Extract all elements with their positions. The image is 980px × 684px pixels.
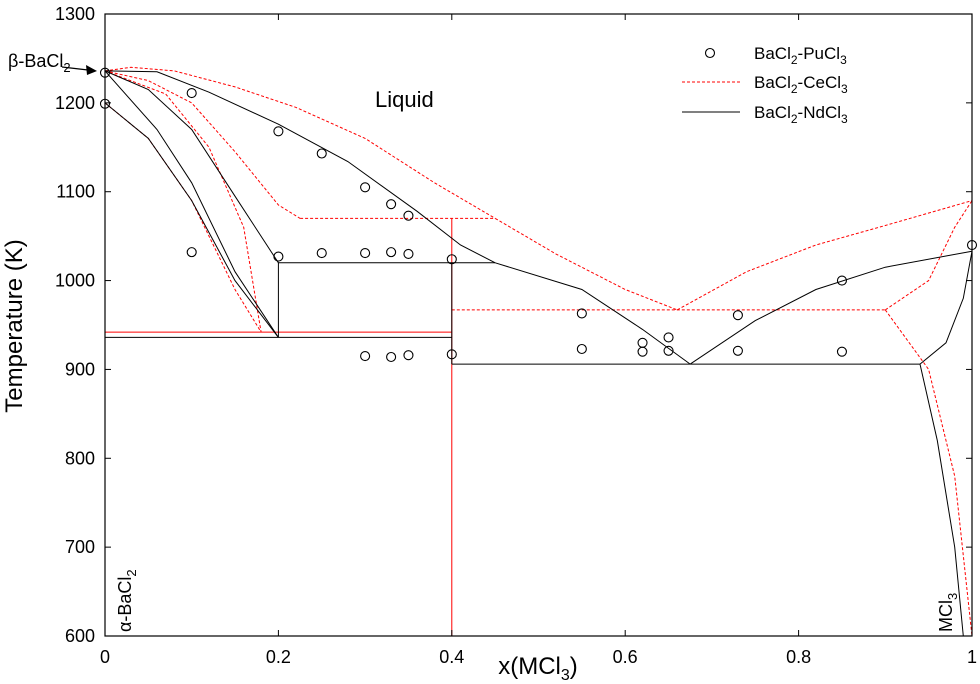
data-point-pu bbox=[360, 351, 371, 362]
y-tick-label: 1000 bbox=[55, 271, 95, 291]
phase-line-ce-dashed bbox=[494, 217, 678, 311]
data-point-pu bbox=[403, 350, 414, 361]
liquid-region-label: Liquid bbox=[375, 87, 434, 112]
data-point-pu bbox=[403, 248, 414, 259]
data-point-pu bbox=[732, 345, 743, 356]
phase-line-ce-dashed bbox=[104, 102, 262, 333]
data-point-pu bbox=[273, 251, 284, 262]
y-tick-label: 700 bbox=[65, 537, 95, 557]
data-point-pu bbox=[386, 247, 397, 258]
phase-line-nd-solid bbox=[104, 102, 279, 338]
data-point-pu bbox=[637, 337, 648, 348]
data-point-pu bbox=[576, 343, 587, 355]
data-point-pu bbox=[386, 351, 397, 363]
phase-line-ce-dashed bbox=[884, 309, 973, 637]
phase-line-ce-dashed bbox=[104, 70, 301, 219]
beta-bacl2-label: β-BaCl2 bbox=[8, 51, 71, 75]
data-point-pu bbox=[186, 247, 197, 258]
axis-ticks: 0 0.2 0.4 0.6 0.8 1 600 700 800 900 1000 1100 1200 13… bbox=[55, 4, 977, 667]
data-point-pu bbox=[836, 275, 848, 286]
phase-line-nd-solid bbox=[104, 70, 279, 338]
data-point-pu bbox=[576, 308, 587, 319]
y-tick-label: 1200 bbox=[55, 93, 95, 113]
y-tick-label: 1100 bbox=[56, 182, 95, 202]
x-axis-title: x(MCl3) bbox=[498, 653, 578, 684]
legend: BaCl2-PuCl3 BaCl2-CeCl3 BaCl2-NdCl3 bbox=[682, 44, 848, 126]
legend-marker-pucl3 bbox=[704, 47, 716, 59]
data-point-pu bbox=[446, 254, 457, 265]
x-tick-label: 0.8 bbox=[786, 647, 811, 667]
legend-label-pucl3: BaCl2-PuCl3 bbox=[754, 44, 847, 67]
y-tick-label: 800 bbox=[65, 448, 95, 468]
y-tick-label: 1300 bbox=[55, 4, 95, 24]
y-tick-label: 900 bbox=[65, 359, 95, 379]
data-point-pu bbox=[360, 247, 371, 259]
data-point-pu bbox=[403, 210, 414, 221]
x-tick-label: 0.4 bbox=[439, 647, 464, 667]
phase-line-nd-solid bbox=[495, 262, 691, 365]
data-point-pu bbox=[663, 332, 674, 343]
phase-line-nd-solid bbox=[104, 70, 496, 264]
plot-lines bbox=[104, 66, 973, 637]
data-point-pu bbox=[273, 126, 284, 137]
phase-line-nd-solid bbox=[919, 251, 973, 365]
data-point-pu bbox=[446, 349, 457, 360]
y-tick-label: 600 bbox=[65, 626, 95, 646]
data-point-pu bbox=[836, 346, 848, 357]
y-axis-title: Temperature (K) bbox=[1, 239, 28, 412]
beta-bacl2-arrow bbox=[61, 66, 89, 71]
alpha-bacl2-label: α-BaCl2 bbox=[115, 569, 139, 632]
mcl3-label: MCl3 bbox=[936, 593, 960, 632]
phase-line-ce-dashed bbox=[676, 200, 973, 311]
x-tick-label: 1 bbox=[967, 647, 977, 667]
x-tick-label: 0.6 bbox=[613, 647, 638, 667]
data-point-pu bbox=[316, 247, 327, 259]
data-point-pu bbox=[316, 148, 327, 159]
phase-line-ce-dashed bbox=[104, 70, 262, 333]
phase-line-ce-dashed bbox=[885, 200, 973, 311]
data-point-pu bbox=[637, 346, 648, 357]
legend-label-cecl3: BaCl2-CeCl3 bbox=[754, 73, 848, 96]
phase-line-ce-dashed bbox=[104, 66, 496, 219]
data-point-pu bbox=[732, 310, 743, 321]
phase-line-nd-solid bbox=[919, 363, 964, 637]
data-point-pu bbox=[386, 199, 397, 210]
phase-line-nd-solid bbox=[689, 250, 973, 365]
data-point-pu bbox=[663, 345, 674, 356]
x-tick-label: 0 bbox=[100, 647, 110, 667]
data-point-pu bbox=[360, 182, 371, 193]
legend-label-ndcl3: BaCl2-NdCl3 bbox=[754, 103, 848, 126]
plot-frame bbox=[104, 13, 973, 637]
phase-line-nd-solid bbox=[104, 70, 279, 264]
beta-bacl2-arrowhead bbox=[86, 65, 97, 75]
data-point-pu bbox=[186, 88, 197, 99]
x-tick-label: 0.2 bbox=[266, 647, 291, 667]
